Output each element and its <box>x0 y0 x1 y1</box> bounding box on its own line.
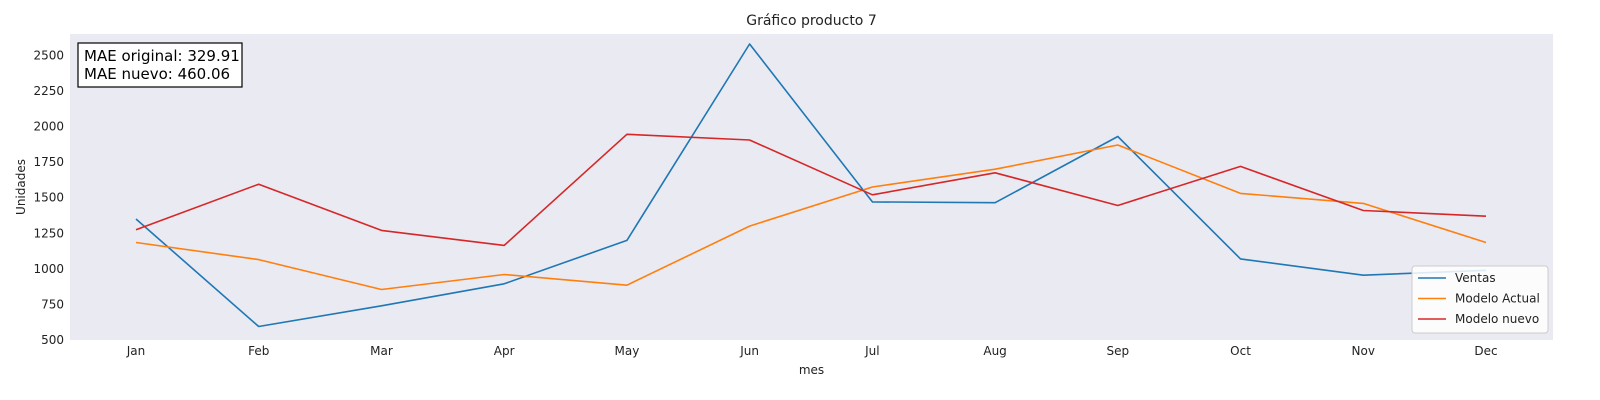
y-tick-label: 1500 <box>33 191 64 205</box>
annotation-mae-nuevo: MAE nuevo: 460.06 <box>84 65 230 83</box>
plot-area <box>70 34 1553 340</box>
x-tick-label: Nov <box>1352 344 1375 358</box>
x-tick-label: Mar <box>370 344 393 358</box>
y-axis-ticks: 500 750 1000 1250 1500 1750 2000 2250 2500 <box>33 48 64 347</box>
x-tick-label: Oct <box>1230 344 1251 358</box>
series-line-3 <box>135 133 1487 247</box>
y-tick-label: 500 <box>41 333 64 347</box>
x-tick-label: Apr <box>494 344 515 358</box>
series-lines <box>135 43 1487 328</box>
x-tick-label: Sep <box>1107 344 1130 358</box>
legend: Ventas Modelo Actual Modelo nuevo <box>1411 265 1549 334</box>
annotation-mae-original: MAE original: 329.91 <box>84 47 240 65</box>
series-line-1 <box>135 43 1487 328</box>
x-tick-label: Jun <box>739 344 759 358</box>
legend-frame <box>1411 265 1549 334</box>
y-tick-label: 750 <box>41 297 64 311</box>
y-tick-label: 2500 <box>33 48 64 62</box>
y-tick-label: 1250 <box>33 226 64 240</box>
annotation-frame <box>77 42 243 88</box>
series-line-2 <box>135 144 1487 291</box>
y-tick-label: 2000 <box>33 120 64 134</box>
y-tick-label: 1000 <box>33 262 64 276</box>
x-tick-label: Dec <box>1474 344 1497 358</box>
legend-label: Ventas <box>1455 271 1496 285</box>
y-axis-label: Unidades <box>14 159 28 215</box>
x-tick-label: Feb <box>248 344 269 358</box>
x-tick-label: May <box>615 344 640 358</box>
y-tick-label: 1750 <box>33 155 64 169</box>
mae-annotation: MAE original: 329.91 MAE nuevo: 460.06 <box>77 42 243 88</box>
x-tick-label: Aug <box>983 344 1006 358</box>
x-axis-ticks: Jan Feb Mar Apr May Jun Jul Aug Sep Oct Nov Dec <box>126 344 1498 358</box>
x-axis-label: mes <box>799 363 824 377</box>
y-tick-label: 2250 <box>33 84 64 98</box>
x-tick-label: Jan <box>126 344 146 358</box>
legend-label: Modelo Actual <box>1455 292 1540 306</box>
chart-title: Gráfico producto 7 <box>746 13 876 29</box>
x-tick-label: Jul <box>864 344 879 358</box>
legend-label: Modelo nuevo <box>1455 312 1539 326</box>
